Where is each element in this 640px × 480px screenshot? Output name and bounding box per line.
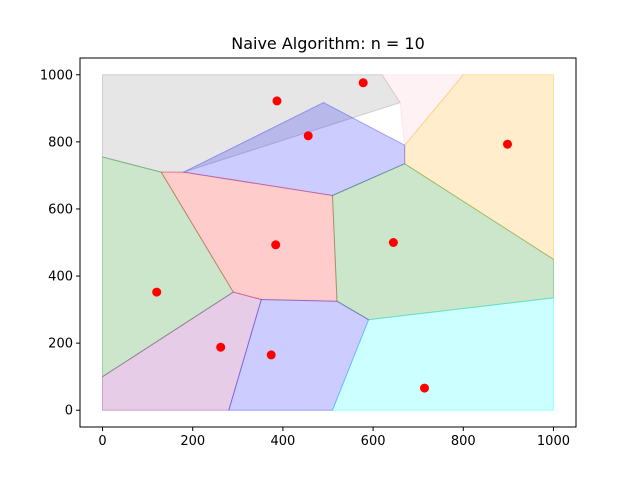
region-red <box>160 171 338 302</box>
data-point <box>358 78 368 88</box>
y-axis: 0 200 400 600 800 1000 <box>40 68 80 419</box>
y-tick-label: 400 <box>48 270 73 285</box>
x-tick-label: 800 <box>451 434 476 449</box>
data-point <box>420 383 429 393</box>
region-grey <box>102 74 401 173</box>
plot-frame <box>79 57 577 428</box>
y-tick-label: 1000 <box>40 68 73 83</box>
region-purple <box>102 291 262 411</box>
y-tick-label: 0 <box>65 404 73 419</box>
y-tick-label: 200 <box>48 337 73 352</box>
x-tick-label: 1000 <box>537 434 570 449</box>
region-pink <box>381 74 465 147</box>
region-blue-bottom <box>228 298 370 411</box>
chart-title: Naive Algorithm: n = 10 <box>231 34 425 53</box>
region-cyan <box>331 297 554 411</box>
x-tick-label: 600 <box>361 434 386 449</box>
data-points <box>152 78 512 393</box>
region-orange <box>404 74 554 261</box>
data-point <box>266 350 276 360</box>
region-blue-top <box>182 102 406 197</box>
region-green-right <box>331 163 554 321</box>
y-tick-label: 800 <box>48 135 73 150</box>
data-point <box>303 131 313 141</box>
data-point <box>503 139 512 149</box>
data-point <box>272 96 282 106</box>
data-point <box>152 287 162 297</box>
data-point <box>216 342 226 352</box>
region-green-left <box>102 156 234 378</box>
voronoi-regions <box>102 74 554 411</box>
x-axis: 0 200 400 600 800 1000 <box>98 427 570 449</box>
x-tick-label: 400 <box>270 434 295 449</box>
x-tick-label: 200 <box>180 434 205 449</box>
y-tick-label: 600 <box>48 202 73 217</box>
x-tick-label: 0 <box>98 434 106 449</box>
data-point <box>388 238 398 247</box>
data-point <box>271 240 281 250</box>
